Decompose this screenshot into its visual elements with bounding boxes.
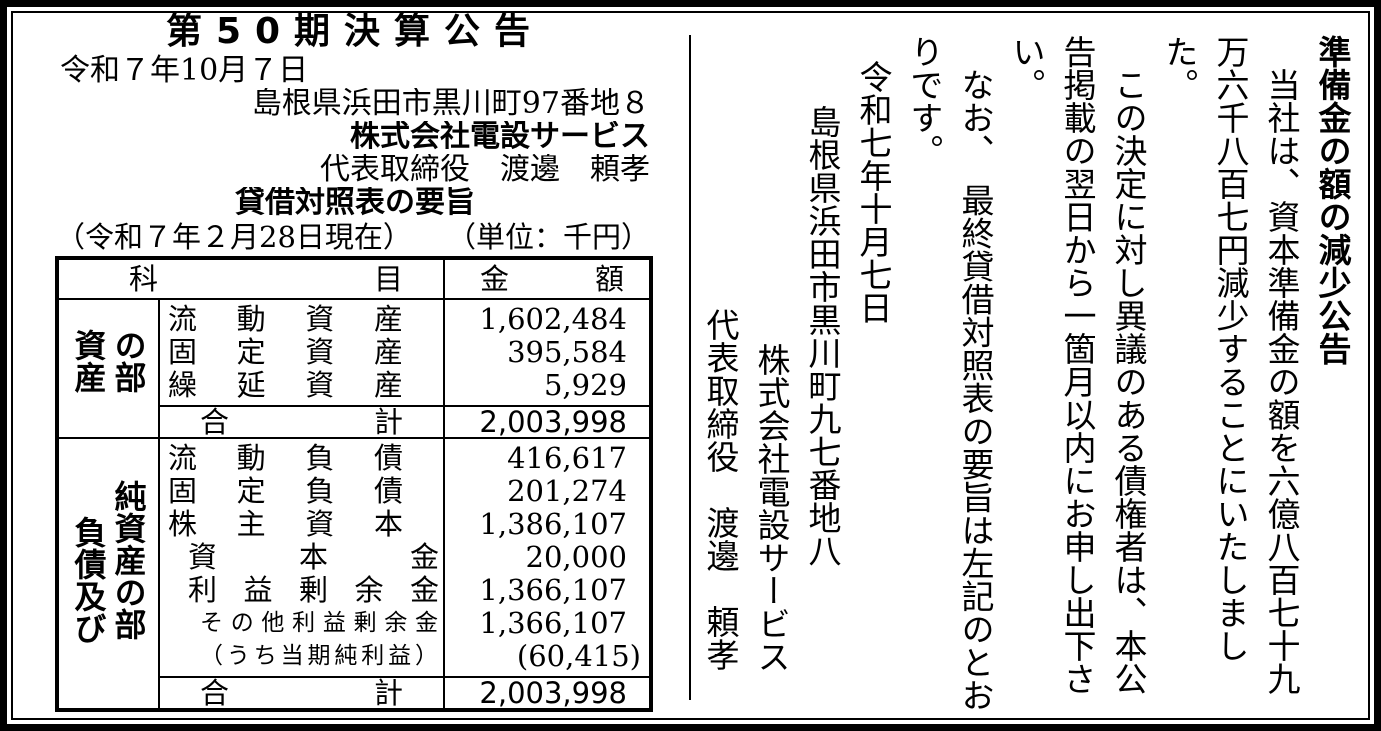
row-value: 201,274 (507, 474, 627, 508)
total-text: 計 (373, 406, 403, 438)
row-label: 固定資産 (168, 335, 403, 369)
reduction-notice-title: 準備金の額の減少公告 (1313, 35, 1352, 365)
row-value: 1,366,107 (479, 606, 627, 640)
row-label: 繰延資産 (168, 368, 403, 402)
assets-items: 流動資産 固定資産 繰延資産 (158, 298, 445, 407)
row-label: 利益剰余金 (188, 573, 439, 607)
notice-vertical-representative: 代表取締役 渡邊 頼孝 (701, 308, 740, 671)
section-label: 資産の部 (69, 329, 148, 393)
header-item: 科目 (56, 257, 445, 300)
notice-line: この決定に対し異議のある債権者は、本公 (1109, 68, 1148, 695)
balance-sheet-title: 貸借対照表の要旨 (235, 187, 475, 219)
row-value: 1,366,107 (479, 573, 627, 607)
header-text: 科 (129, 262, 159, 296)
reserve-reduction-notice: 準備金の額の減少公告 当社は、資本準備金の額を六億八百七十九 万六千八百七円減少… (695, 35, 1358, 715)
row-value: 395,584 (507, 335, 627, 369)
balance-sheet-table: 科目 金額 資産の部 流動資産 固定資産 繰延資産 1,602,484 395,… (55, 256, 653, 712)
table-header: 科目 金額 (56, 257, 652, 300)
assets-section-label: 資産の部 (56, 298, 160, 439)
total-label: 合計 (158, 676, 445, 711)
row-label: 流動資産 (168, 302, 403, 336)
notice-line: りです。 (905, 35, 944, 167)
liabilities-items: 流動負債 固定負債 株主資本 資本金 利益剰余金 その他利益剰余金 （うち当期純… (158, 437, 445, 678)
row-value: 416,617 (507, 441, 627, 475)
unit-label: （単位：千円） (446, 221, 650, 253)
row-value: 1,602,484 (479, 302, 627, 336)
header-amount: 金額 (443, 257, 652, 300)
header-text: 目 (373, 262, 403, 296)
total-value: 2,003,998 (443, 676, 652, 711)
total-label: 合計 (158, 405, 445, 439)
row-value: 1,386,107 (479, 507, 627, 541)
row-label: 固定負債 (168, 474, 403, 508)
row-label: 流動負債 (168, 441, 403, 475)
row-label: その他利益剰余金 (200, 610, 439, 636)
notice-date: 令和７年10月７日 (60, 54, 309, 87)
row-label: 株主資本 (168, 507, 403, 541)
as-of-date: （令和７年２月28日現在） (56, 221, 412, 253)
company-name: 株式会社電設サービス (350, 121, 650, 153)
row-label: 資本金 (188, 540, 439, 574)
assets-amounts: 1,602,484 395,584 5,929 (443, 298, 652, 407)
notice-line: た。 (1160, 35, 1199, 101)
header-text: 額 (594, 262, 624, 296)
notice-vertical-date: 令和七年十月七日 (854, 60, 893, 324)
row-value: 20,000 (525, 540, 627, 574)
column-divider (689, 35, 691, 700)
notice-line: い。 (1007, 35, 1046, 101)
total-text: 合 (200, 677, 230, 710)
section-label: 負債及び純資産の部 (69, 480, 148, 644)
notice-line: 万六千八百七円減少することにいたしまし (1211, 35, 1250, 662)
notice-line: 告掲載の翌日から一箇月以内にお申し出下さ (1058, 35, 1097, 695)
total-value: 2,003,998 (443, 405, 652, 439)
notice-vertical-company: 株式会社電設サービス (752, 343, 791, 673)
liabilities-section-label: 負債及び純資産の部 (56, 437, 160, 711)
representative: 代表取締役 渡邊 頼孝 (320, 154, 650, 186)
notice-line: 当社は、資本準備金の額を六億八百七十九 (1262, 68, 1301, 695)
row-value: (60,415) (516, 639, 641, 673)
header-text: 金 (480, 262, 510, 296)
assets-section: 資産の部 流動資産 固定資産 繰延資産 1,602,484 395,584 5,… (56, 298, 652, 439)
assets-total-row: 合計 2,003,998 (57, 405, 652, 439)
liabilities-amounts: 416,617 201,274 1,386,107 20,000 1,366,1… (443, 437, 652, 678)
notice-line: なお、 最終貸借対照表の要旨は左記のとお (956, 68, 995, 712)
total-text: 計 (373, 677, 403, 710)
notice-title: 第50期決算公告 (165, 12, 545, 52)
row-value: 5,929 (543, 368, 627, 402)
liabilities-section: 負債及び純資産の部 流動負債 固定負債 株主資本 資本金 利益剰余金 その他利益… (56, 437, 652, 711)
company-address: 島根県浜田市黒川町97番地８ (251, 88, 650, 120)
total-text: 合 (200, 406, 230, 438)
inner-border (11, 11, 1370, 720)
row-label: （うち当期純利益） (200, 643, 439, 669)
liabilities-total-row: 合計 2,003,998 (57, 676, 652, 711)
notice-vertical-address: 島根県浜田市黒川町九七番地八 (803, 105, 842, 567)
